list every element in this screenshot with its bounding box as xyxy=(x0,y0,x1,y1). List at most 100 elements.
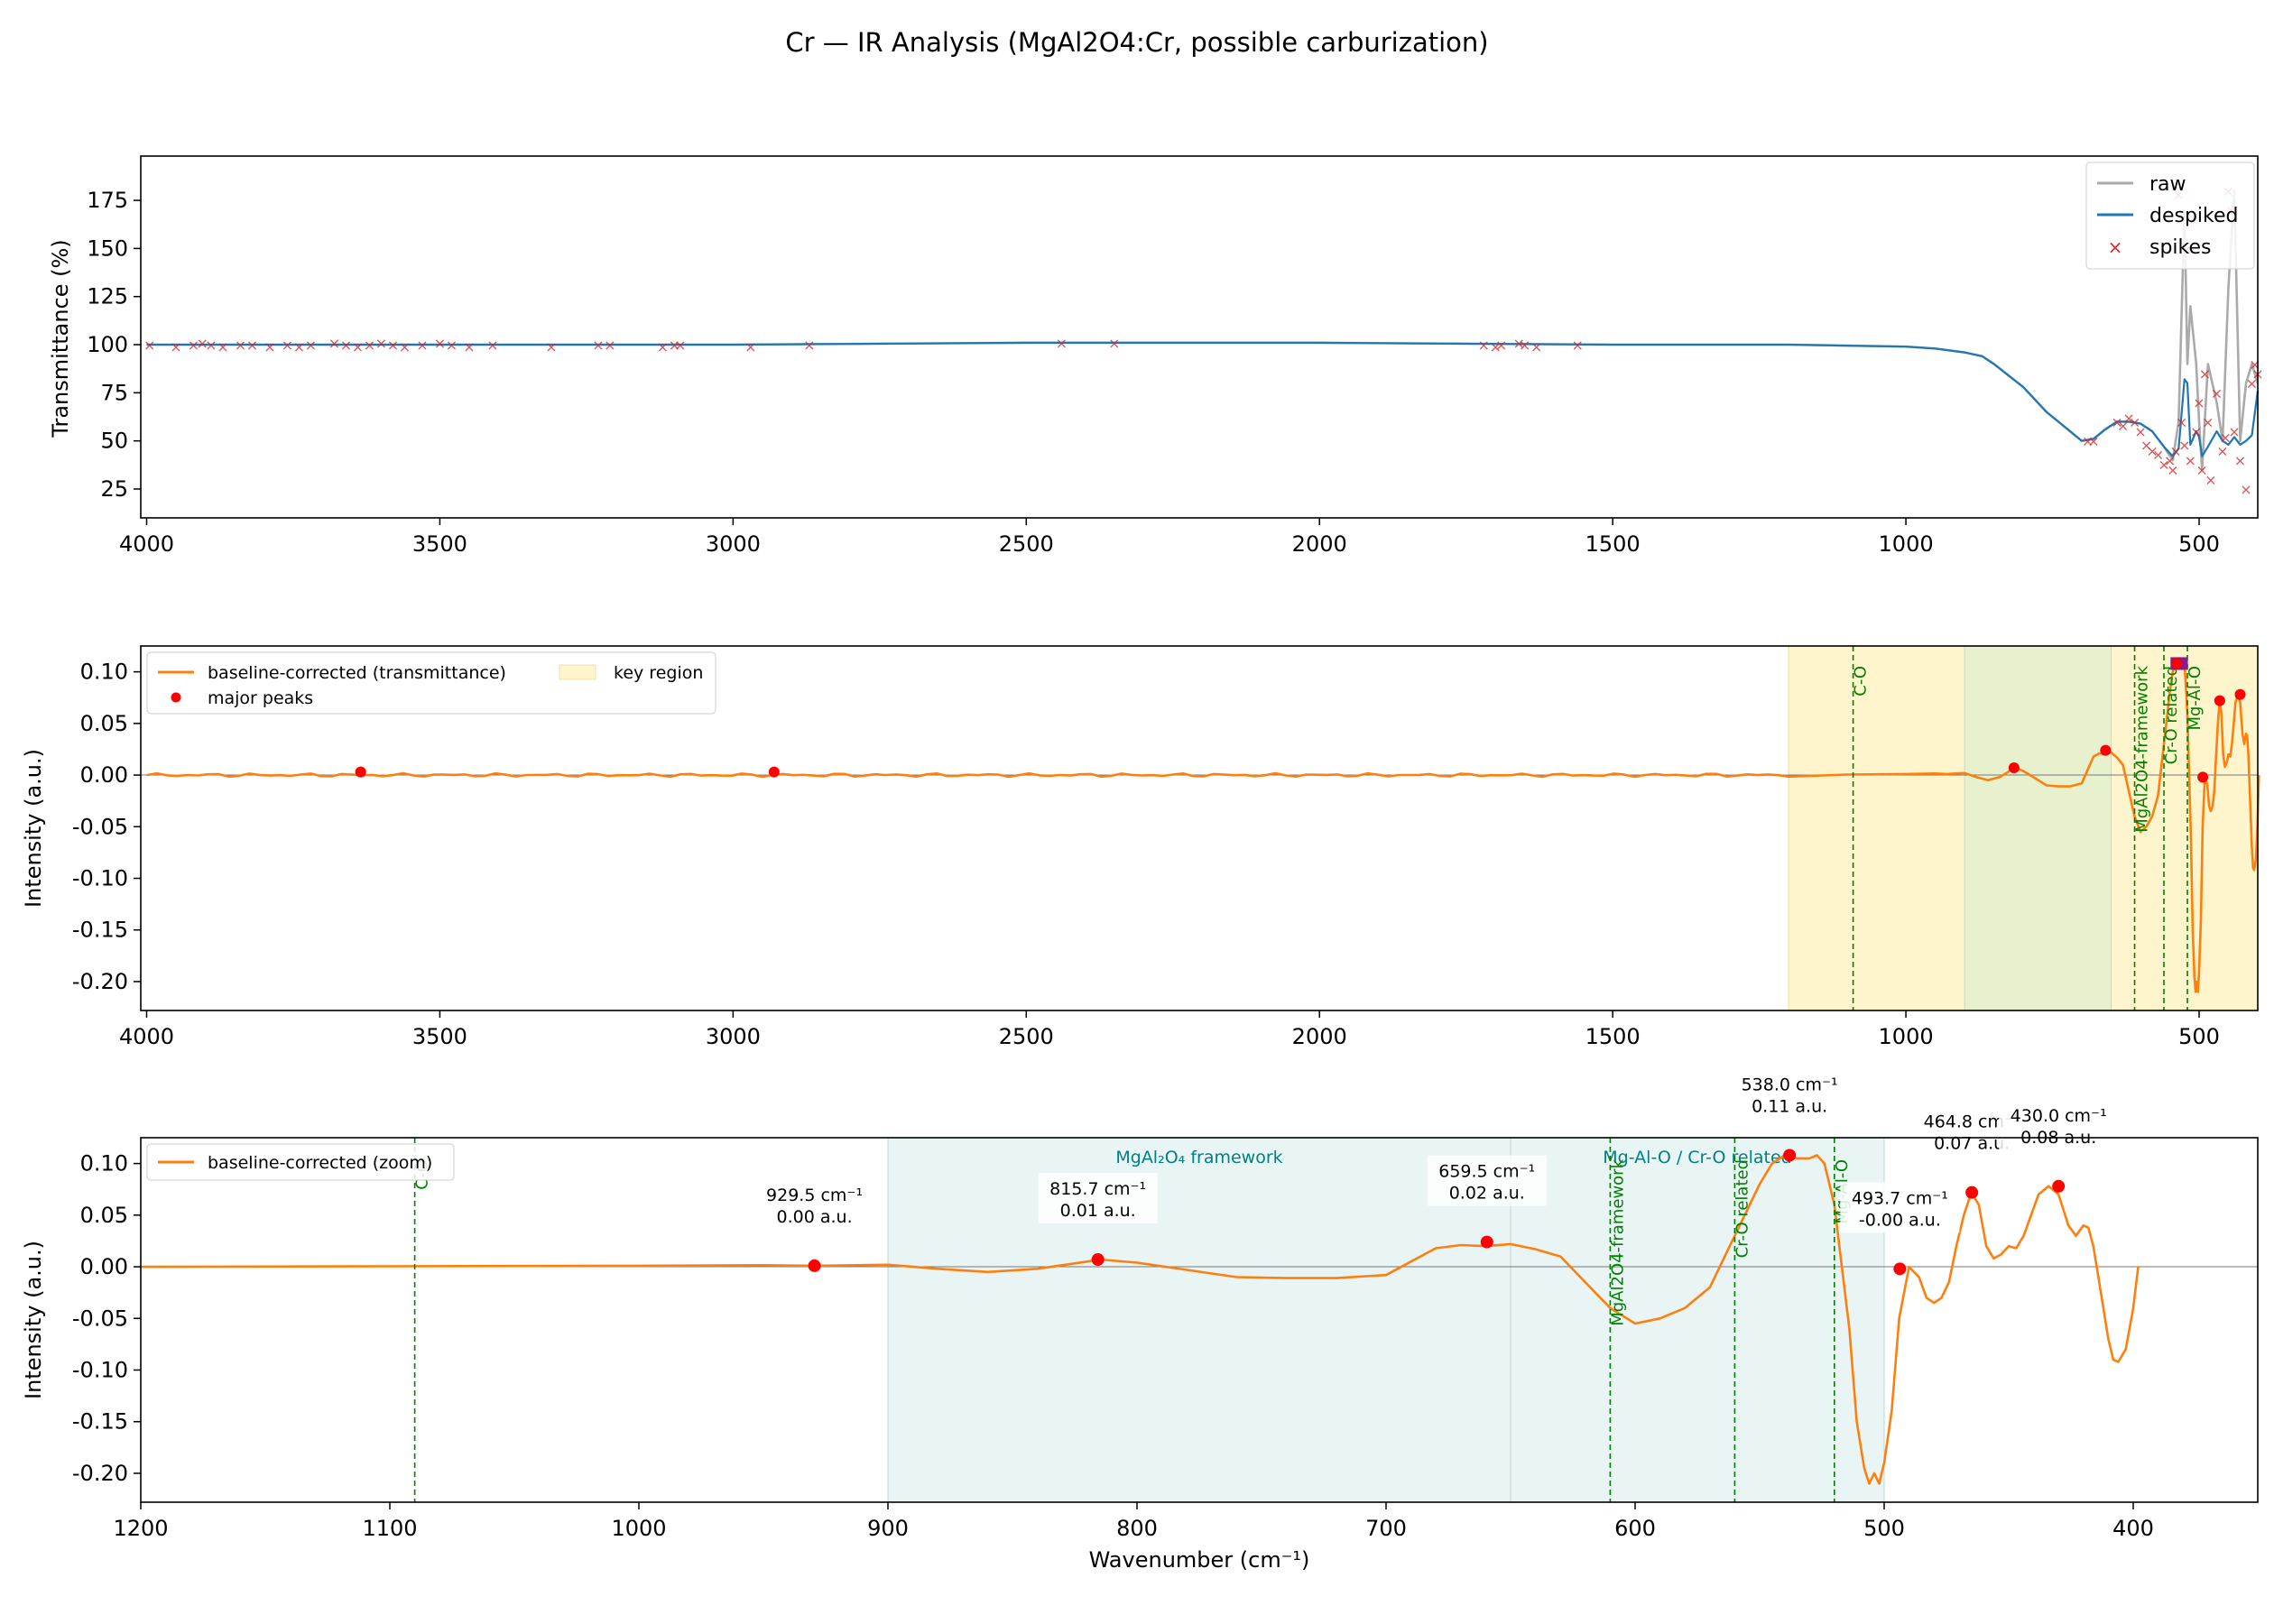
reference-vline-label: MgAl2O4-framework xyxy=(2133,665,2152,832)
major-peak-marker xyxy=(2171,658,2183,669)
panel1-ytick-label: 150 xyxy=(87,235,128,261)
spike-marker: × xyxy=(2176,413,2187,430)
spike-marker: × xyxy=(463,338,475,355)
panel1-ylabel: Transmittance (%) xyxy=(48,239,73,438)
panel2-ytick-label: -0.10 xyxy=(72,866,128,891)
spike-marker: × xyxy=(205,337,217,354)
panel2-xtick-label: 1500 xyxy=(1585,1024,1641,1049)
spike-marker: × xyxy=(1512,335,1524,352)
spike-marker: × xyxy=(1056,335,1068,352)
peak-annotation-wavenumber: 464.8 cm⁻¹ xyxy=(1924,1112,2020,1132)
panel2-xtick-label: 4000 xyxy=(119,1024,174,1049)
legend-spikes-label: spikes xyxy=(2149,236,2212,259)
spike-marker: × xyxy=(592,337,604,354)
major-peak-marker xyxy=(2214,695,2225,706)
panel1-xtick-label: 2500 xyxy=(999,531,1054,557)
panel3-xtick-label: 500 xyxy=(1863,1516,1905,1541)
spike-marker: × xyxy=(2158,456,2169,473)
spike-marker: × xyxy=(2164,452,2176,469)
spike-marker: × xyxy=(2167,462,2178,479)
panel1-xtick-label: 2000 xyxy=(1292,531,1347,557)
panel2-ytick-label: -0.20 xyxy=(72,969,128,994)
panel3-xtick-label: 1000 xyxy=(611,1516,666,1541)
spike-marker: × xyxy=(2199,365,2211,383)
panel1-ytick-label: 25 xyxy=(100,476,128,502)
spike-marker: × xyxy=(293,338,305,355)
spike-marker: × xyxy=(2087,433,2099,450)
spike-marker: × xyxy=(2216,442,2228,459)
spike-marker: × xyxy=(305,337,317,354)
spike-marker: × xyxy=(2117,418,2129,435)
spike-marker: × xyxy=(1530,338,1542,355)
spike-marker: × xyxy=(2146,442,2158,459)
legend-peaks-marker xyxy=(171,692,181,703)
peak-marker xyxy=(1783,1149,1797,1162)
spike-marker: × xyxy=(2202,413,2214,430)
peak-annotation-box xyxy=(1427,1155,1547,1206)
panel1-xtick-label: 3500 xyxy=(412,531,467,557)
panel1-ytick-label: 75 xyxy=(100,380,128,405)
major-peak-marker xyxy=(2008,762,2020,774)
spike-marker: × xyxy=(2134,423,2146,440)
panel2-xtick-label: 3500 xyxy=(412,1024,467,1049)
panel1-ytick-label: 100 xyxy=(87,332,128,357)
peak-annotation-wavenumber: 659.5 cm⁻¹ xyxy=(1438,1162,1535,1182)
spike-marker: × xyxy=(217,338,228,355)
spike-marker: × xyxy=(674,337,686,354)
framework-region-band xyxy=(1964,645,2112,1011)
panel2-legend: baseline-corrected (transmittance) major… xyxy=(146,651,716,715)
panel2-ytick-label: -0.05 xyxy=(72,814,128,839)
corrected-spectrum-line xyxy=(146,662,2260,993)
spike-marker: × xyxy=(143,337,155,354)
spike-marker: × xyxy=(188,337,199,354)
panel1-xtick-label: 1000 xyxy=(1879,531,1934,557)
major-peak-marker xyxy=(768,766,780,778)
spike-marker: × xyxy=(2234,452,2246,469)
spike-marker: × xyxy=(1108,335,1120,352)
spike-marker: × xyxy=(669,337,680,354)
spike-marker: × xyxy=(375,335,387,352)
figure-title: Cr — IR Analysis (MgAl2O4:Cr, possible c… xyxy=(785,27,1488,58)
peak-annotation-box xyxy=(1840,1182,1960,1233)
zoom-region-label: MgAl₂O₄ framework xyxy=(1115,1148,1282,1167)
spike-marker: × xyxy=(2246,375,2258,392)
spike-marker: × xyxy=(399,338,411,355)
panel3-xtick-label: 1100 xyxy=(362,1516,417,1541)
spike-marker: × xyxy=(2211,384,2223,401)
peak-annotation-box xyxy=(1038,1173,1158,1224)
panel3-ytick-label: -0.10 xyxy=(72,1358,128,1383)
peak-annotation-wavenumber: 430.0 cm⁻¹ xyxy=(2011,1106,2107,1126)
spike-marker: × xyxy=(2152,447,2164,464)
zoom-region-band xyxy=(887,1137,1511,1503)
panel2-xtick-label: 3000 xyxy=(706,1024,761,1049)
legend-key-region-swatch xyxy=(559,664,596,680)
reference-vline-label: Mg-Al-O xyxy=(2186,666,2205,731)
spike-marker: × xyxy=(486,337,498,354)
spike-marker: × xyxy=(2185,452,2196,469)
legend-peaks-label: major peaks xyxy=(208,688,313,708)
spike-marker: × xyxy=(2196,462,2208,479)
panel3-ylabel: Intensity (a.u.) xyxy=(21,1241,46,1399)
spike-marker: × xyxy=(2190,423,2202,440)
spike-marker: × xyxy=(170,338,181,355)
legend-key-region-label: key region xyxy=(614,663,703,683)
spike-marker: × xyxy=(235,337,246,354)
spike-marker: × xyxy=(1519,337,1530,354)
spike-marker: × xyxy=(246,337,258,354)
spike-marker: × xyxy=(2220,429,2232,446)
peak-marker xyxy=(1965,1186,1979,1199)
peak-annotation-box xyxy=(754,1178,874,1230)
spike-marker: × xyxy=(2111,413,2122,430)
panel3-xtick-label: 800 xyxy=(1116,1516,1158,1541)
spike-marker: × xyxy=(1489,338,1501,355)
peak-marker xyxy=(2052,1179,2066,1193)
panel2-xtick-label: 2000 xyxy=(1292,1024,1347,1049)
spike-marker: × xyxy=(2122,410,2134,427)
peak-annotation-intensity: 0.07 a.u. xyxy=(1934,1134,2010,1154)
spike-marker: × xyxy=(545,338,557,355)
spike-marker: × xyxy=(387,337,399,354)
spike-marker: × xyxy=(2205,471,2216,488)
peak-annotation-wavenumber: 929.5 cm⁻¹ xyxy=(766,1186,863,1205)
spike-marker: × xyxy=(604,337,615,354)
